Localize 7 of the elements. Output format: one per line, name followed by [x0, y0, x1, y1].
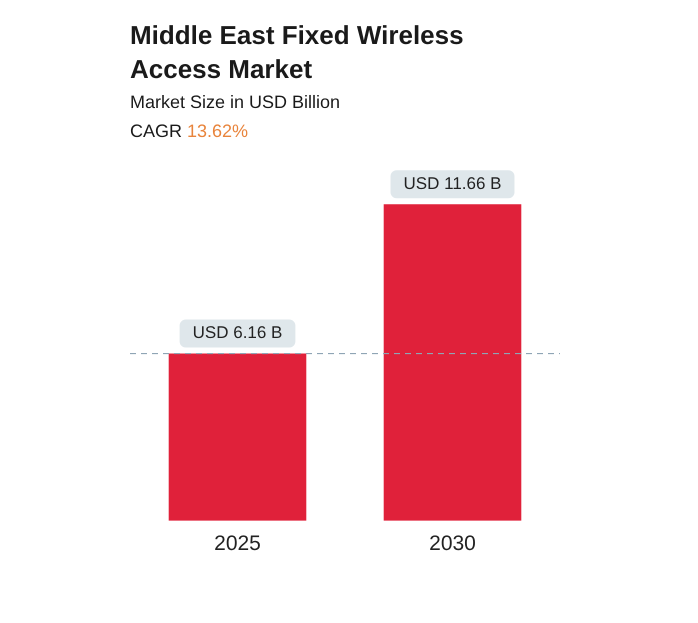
x-tick-label: 2030	[429, 532, 476, 556]
text: CAGR 13.62%	[130, 121, 248, 142]
chart-title: Middle East Fixed Wireless Access Market	[130, 19, 465, 86]
chart-subtitle: Market Size in USD Billion	[130, 92, 340, 113]
data-label: USD 11.66 B	[404, 174, 502, 193]
data-label: USD 6.16 B	[192, 323, 282, 342]
x-tick-label: 2025	[214, 532, 261, 556]
